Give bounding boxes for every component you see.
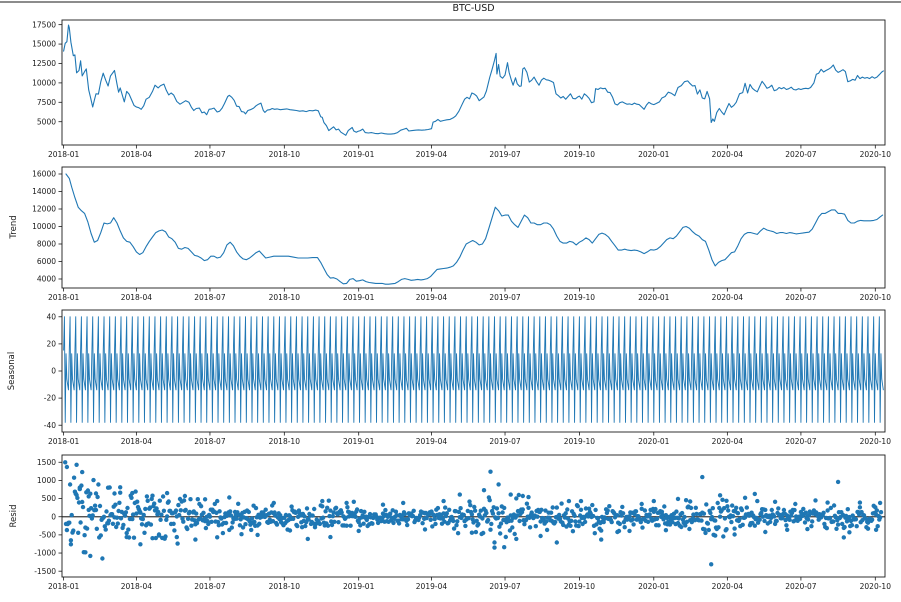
svg-text:2019-01: 2019-01 (343, 582, 375, 591)
svg-text:15000: 15000 (32, 40, 56, 49)
svg-text:-1000: -1000 (34, 549, 56, 558)
svg-text:2018-10: 2018-10 (269, 150, 301, 159)
svg-text:4000: 4000 (37, 275, 56, 284)
chart-title: BTC-USD (452, 3, 495, 14)
svg-text:8000: 8000 (37, 240, 56, 249)
svg-text:2019-07: 2019-07 (489, 582, 521, 591)
svg-text:2020-01: 2020-01 (638, 293, 670, 302)
svg-text:2019-10: 2019-10 (564, 150, 596, 159)
svg-text:2018-04: 2018-04 (121, 293, 153, 302)
svg-text:2020-04: 2020-04 (712, 293, 744, 302)
svg-text:2019-04: 2019-04 (416, 582, 448, 591)
svg-text:2019-01: 2019-01 (343, 293, 375, 302)
svg-text:2020-10: 2020-10 (860, 293, 892, 302)
svg-text:2020-07: 2020-07 (785, 293, 817, 302)
svg-text:1500: 1500 (37, 458, 56, 467)
svg-text:10000: 10000 (32, 222, 56, 231)
svg-text:2020-07: 2020-07 (785, 437, 817, 446)
svg-text:12000: 12000 (32, 205, 56, 214)
svg-text:2018-01: 2018-01 (48, 437, 80, 446)
svg-text:2019-01: 2019-01 (343, 437, 375, 446)
svg-text:2020-10: 2020-10 (860, 437, 892, 446)
svg-text:2020-01: 2020-01 (638, 582, 670, 591)
svg-text:2018-07: 2018-07 (194, 437, 226, 446)
svg-text:500: 500 (42, 494, 57, 503)
svg-text:2020-07: 2020-07 (785, 150, 817, 159)
svg-text:2018-01: 2018-01 (48, 293, 80, 302)
svg-text:2020-07: 2020-07 (785, 582, 817, 591)
svg-text:16000: 16000 (32, 170, 56, 179)
svg-text:2018-07: 2018-07 (194, 293, 226, 302)
svg-text:-20: -20 (44, 394, 56, 403)
svg-text:7500: 7500 (37, 98, 56, 107)
svg-text:2019-01: 2019-01 (343, 150, 375, 159)
svg-text:2018-04: 2018-04 (121, 582, 153, 591)
svg-text:2019-07: 2019-07 (489, 293, 521, 302)
svg-text:2018-04: 2018-04 (121, 150, 153, 159)
svg-text:20: 20 (46, 339, 56, 348)
svg-text:2018-01: 2018-01 (48, 150, 80, 159)
svg-text:2019-04: 2019-04 (416, 437, 448, 446)
svg-text:-500: -500 (39, 530, 56, 539)
svg-text:2018-10: 2018-10 (269, 293, 301, 302)
svg-text:2020-10: 2020-10 (860, 582, 892, 591)
svg-text:2019-10: 2019-10 (564, 293, 596, 302)
svg-text:2019-07: 2019-07 (489, 437, 521, 446)
svg-text:1000: 1000 (37, 476, 56, 485)
svg-text:-1500: -1500 (34, 567, 56, 576)
svg-text:2019-04: 2019-04 (416, 150, 448, 159)
svg-text:2020-10: 2020-10 (860, 150, 892, 159)
svg-text:2020-01: 2020-01 (638, 437, 670, 446)
svg-text:2020-04: 2020-04 (712, 582, 744, 591)
svg-text:2018-10: 2018-10 (269, 437, 301, 446)
svg-text:14000: 14000 (32, 187, 56, 196)
window-separator-line (0, 1, 901, 3)
svg-text:2019-04: 2019-04 (416, 293, 448, 302)
svg-text:5000: 5000 (37, 117, 56, 126)
svg-text:2019-10: 2019-10 (564, 582, 596, 591)
svg-text:2020-04: 2020-04 (712, 150, 744, 159)
svg-text:0: 0 (51, 512, 56, 521)
svg-text:2018-07: 2018-07 (194, 582, 226, 591)
resid-axis-label: Resid (9, 504, 19, 528)
svg-text:12500: 12500 (32, 59, 56, 68)
svg-text:2019-10: 2019-10 (564, 437, 596, 446)
svg-text:17500: 17500 (32, 20, 56, 29)
svg-text:2020-04: 2020-04 (712, 437, 744, 446)
seasonal-axis-label: Seasonal (7, 351, 17, 391)
svg-text:2018-10: 2018-10 (269, 582, 301, 591)
trend-axis-label: Trend (9, 215, 19, 239)
svg-text:2018-01: 2018-01 (48, 582, 80, 591)
svg-text:0: 0 (51, 367, 56, 376)
svg-text:10000: 10000 (32, 78, 56, 87)
svg-text:-40: -40 (44, 421, 56, 430)
svg-text:6000: 6000 (37, 257, 56, 266)
svg-text:2018-07: 2018-07 (194, 150, 226, 159)
svg-text:2020-01: 2020-01 (638, 150, 670, 159)
svg-text:40: 40 (46, 312, 56, 321)
svg-text:2019-07: 2019-07 (489, 150, 521, 159)
svg-text:2018-04: 2018-04 (121, 437, 153, 446)
